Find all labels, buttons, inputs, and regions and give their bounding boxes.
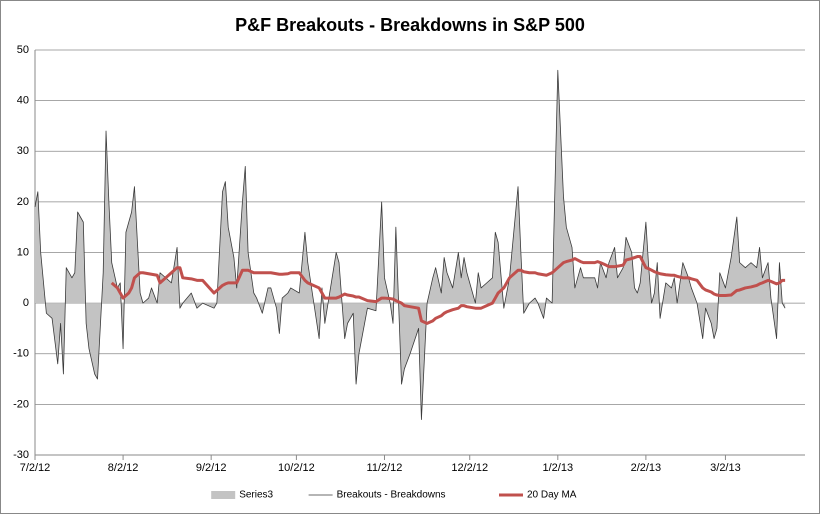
legend-label: Breakouts - Breakdowns bbox=[337, 490, 446, 501]
legend-swatch bbox=[211, 491, 236, 499]
y-tick-label: -20 bbox=[13, 398, 29, 410]
x-tick-label: 9/2/12 bbox=[196, 462, 227, 474]
x-tick-label: 10/2/12 bbox=[278, 462, 315, 474]
y-tick-label: 30 bbox=[17, 145, 29, 157]
chart-title: P&F Breakouts - Breakdowns in S&P 500 bbox=[235, 15, 585, 35]
y-tick-label: 10 bbox=[17, 246, 29, 258]
y-tick-label: 40 bbox=[17, 95, 29, 107]
legend-label: 20 Day MA bbox=[527, 490, 577, 501]
y-tick-label: -10 bbox=[13, 348, 29, 360]
y-tick-label: 50 bbox=[17, 44, 29, 56]
x-tick-label: 12/2/12 bbox=[451, 462, 488, 474]
x-tick-label: 1/2/13 bbox=[543, 462, 574, 474]
x-tick-label: 2/2/13 bbox=[631, 462, 662, 474]
area bbox=[35, 70, 786, 420]
x-tick-label: 11/2/12 bbox=[367, 462, 403, 474]
legend-label: Series3 bbox=[239, 490, 273, 501]
x-tick-label: 7/2/12 bbox=[20, 462, 51, 474]
line bbox=[110, 255, 786, 325]
x-tick-label: 3/2/13 bbox=[710, 462, 741, 474]
x-tick-label: 8/2/12 bbox=[108, 462, 139, 474]
line bbox=[34, 69, 786, 420]
y-tick-label: 20 bbox=[17, 196, 29, 208]
y-tick-label: 0 bbox=[23, 297, 29, 309]
y-tick-label: -30 bbox=[13, 449, 29, 461]
